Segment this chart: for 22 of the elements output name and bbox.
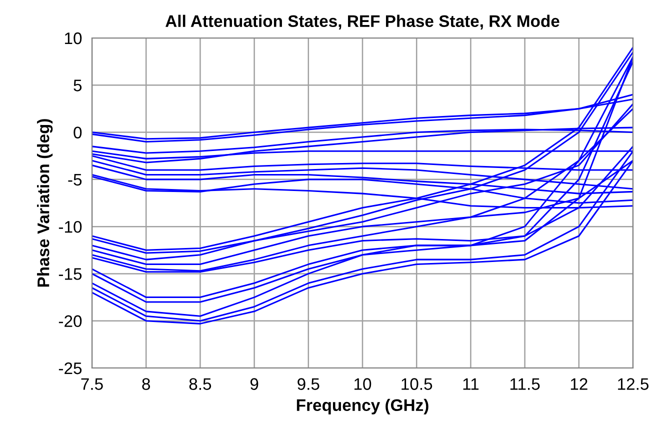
x-tick-label: 9.5 [298,378,320,390]
x-tick-label: 10 [354,378,372,390]
x-tick-label: 8.5 [189,378,212,390]
chart-title: All Attenuation States, REF Phase State, RX Mode [166,14,560,30]
y-tick-label: 0 [74,126,82,138]
x-tick-label: 11.5 [510,378,540,390]
y-tick-label: 5 [74,80,82,92]
y-tick-label: 10 [65,32,82,44]
y-tick-label: -20 [58,315,82,328]
y-axis-title: Phase Variation (deg) [37,119,53,287]
y-tick-label: -10 [58,220,82,233]
x-tick-label: 11 [463,378,479,390]
y-tick-label: -25 [58,362,82,374]
y-tick-label: -15 [58,268,82,280]
x-tick-label: 12.5 [618,378,649,390]
x-tick-label: 9 [250,378,258,390]
x-tick-label: 10.5 [402,378,432,390]
x-axis-title: Frequency (GHz) [296,398,428,414]
x-tick-label: 8 [142,378,150,390]
x-tick-label: 12 [570,378,588,390]
x-tick-label: 7.5 [81,378,103,390]
y-tick-label: -5 [68,174,82,186]
